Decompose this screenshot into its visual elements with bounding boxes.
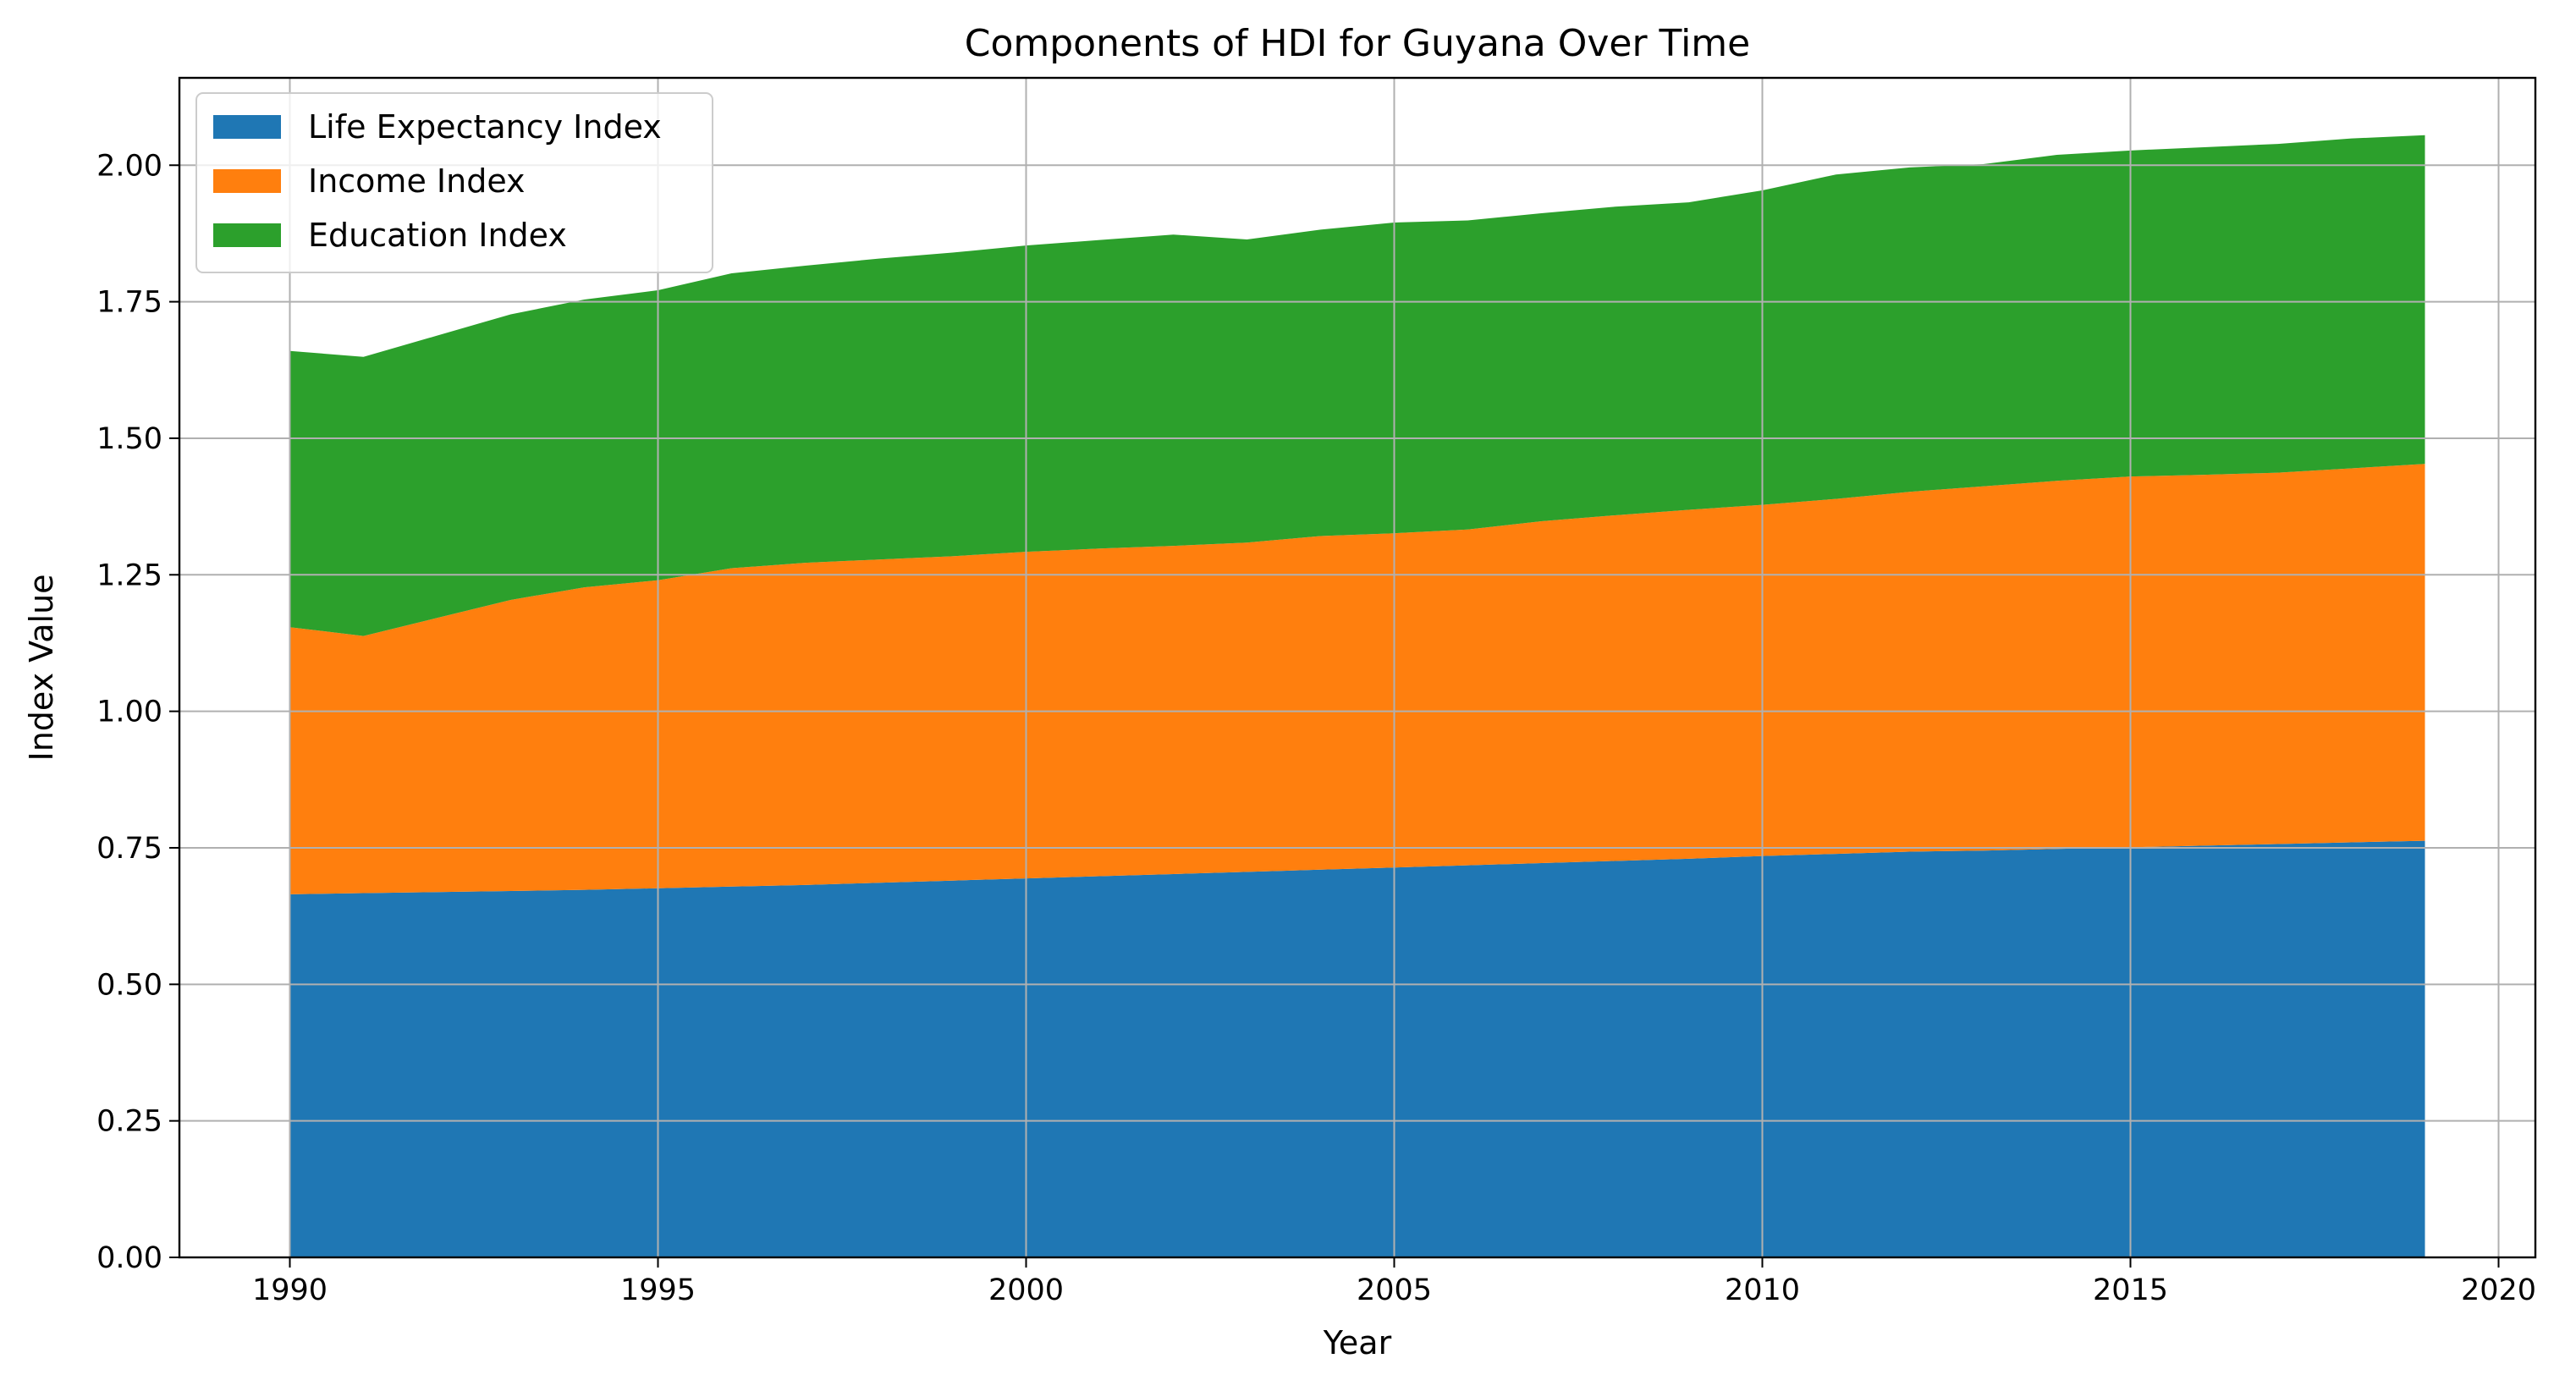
y-axis-label: Index Value: [23, 574, 60, 761]
area-life-expectancy-index: [289, 840, 2425, 1257]
x-tick-label: 2020: [2461, 1273, 2536, 1307]
x-tick-label: 1990: [252, 1273, 328, 1307]
y-tick-label: 1.25: [96, 558, 162, 592]
legend-swatch: [213, 223, 281, 247]
legend-label: Education Index: [308, 217, 567, 254]
y-tick-label: 2.00: [96, 149, 162, 183]
legend: Life Expectancy Index Income Index Educati…: [195, 92, 713, 273]
legend-label: Life Expectancy Index: [308, 108, 662, 146]
legend-label: Income Index: [308, 162, 526, 200]
x-tick-label: 2000: [988, 1273, 1064, 1307]
y-tick-label: 0.25: [96, 1105, 162, 1139]
x-axis-label: Year: [1323, 1324, 1392, 1361]
y-tick-label: 0.75: [96, 832, 162, 866]
x-tick-label: 2010: [1725, 1273, 1800, 1307]
chart-title: Components of HDI for Guyana Over Time: [965, 22, 1751, 65]
y-tick-label: 1.50: [96, 422, 162, 456]
tick-layer: 1990 1995 2000 2005 2010 2015 2020 0.00 0.25 0.50…: [96, 149, 2536, 1307]
x-tick-label: 2005: [1357, 1273, 1432, 1307]
x-tick-label: 2015: [2093, 1273, 2168, 1307]
y-tick-label: 1.00: [96, 696, 162, 729]
y-tick-label: 0.00: [96, 1241, 162, 1275]
area-income-index: [289, 464, 2425, 894]
legend-swatch: [213, 115, 281, 139]
plot-frame: [178, 76, 2537, 1259]
area-education-index: [289, 135, 2425, 636]
legend-swatch: [213, 169, 281, 193]
y-tick-label: 1.75: [96, 286, 162, 320]
x-tick-label: 1995: [620, 1273, 696, 1307]
area-layer: [289, 135, 2425, 1257]
legend-box: [195, 92, 713, 273]
y-tick-label: 0.50: [96, 968, 162, 1002]
